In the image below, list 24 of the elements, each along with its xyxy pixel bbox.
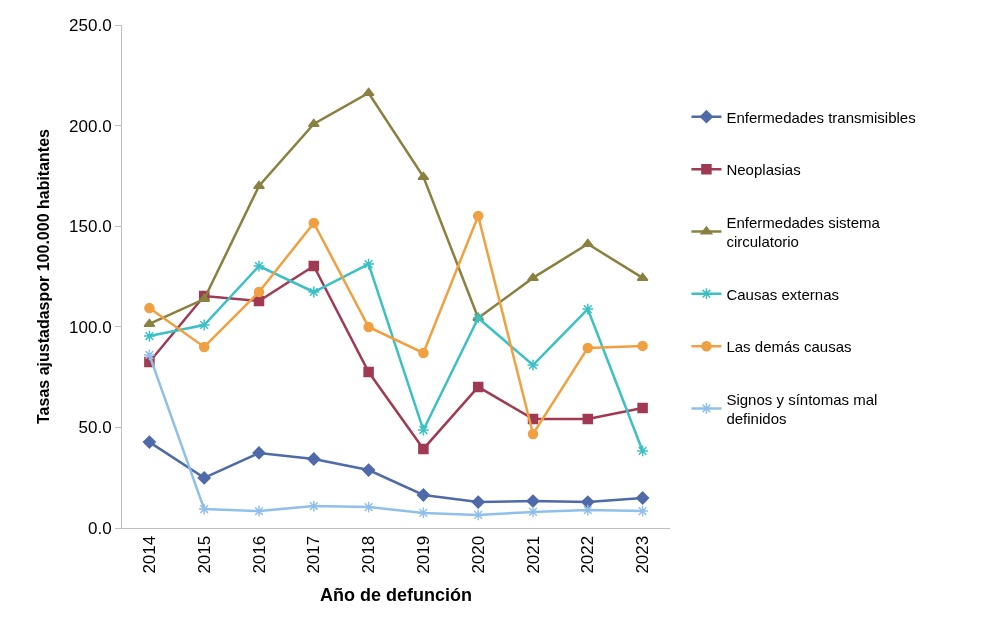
legend-label: Enfermedades sistema circulatorio [726,213,881,251]
x-tick-label: 2023 [633,535,653,574]
x-tick-label: 2016 [249,535,269,574]
y-tick-label: 100.0 [69,317,112,337]
y-axis-title: Tasas ajustadaspor 100.000 habitantes [34,128,52,424]
legend-label: Las demás causas [726,338,852,356]
x-tick-label: 2014 [139,535,159,574]
x-tick-label: 2020 [468,535,488,574]
x-tick-label: 2018 [359,535,379,574]
x-tick-label: 2022 [578,535,598,574]
y-tick-label: 150.0 [69,217,112,237]
legend-label: Neoplasias [726,161,801,179]
x-tick-label: 2021 [523,535,543,574]
legend-label: Causas externas [726,285,839,303]
legend-label: Signos y síntomas mal definidos [726,390,878,428]
x-axis-title: Año de defunción [320,584,472,605]
x-tick-label: 2017 [304,535,324,574]
y-tick-label: 250.0 [69,15,112,35]
y-tick-label: 50.0 [78,418,112,438]
y-tick-label: 0.0 [87,518,112,538]
x-tick-label: 2015 [194,535,214,574]
x-tick-label: 2019 [413,535,433,574]
y-tick-label: 200.0 [69,116,112,136]
legend-label: Enfermedades transmisibles [726,108,916,126]
